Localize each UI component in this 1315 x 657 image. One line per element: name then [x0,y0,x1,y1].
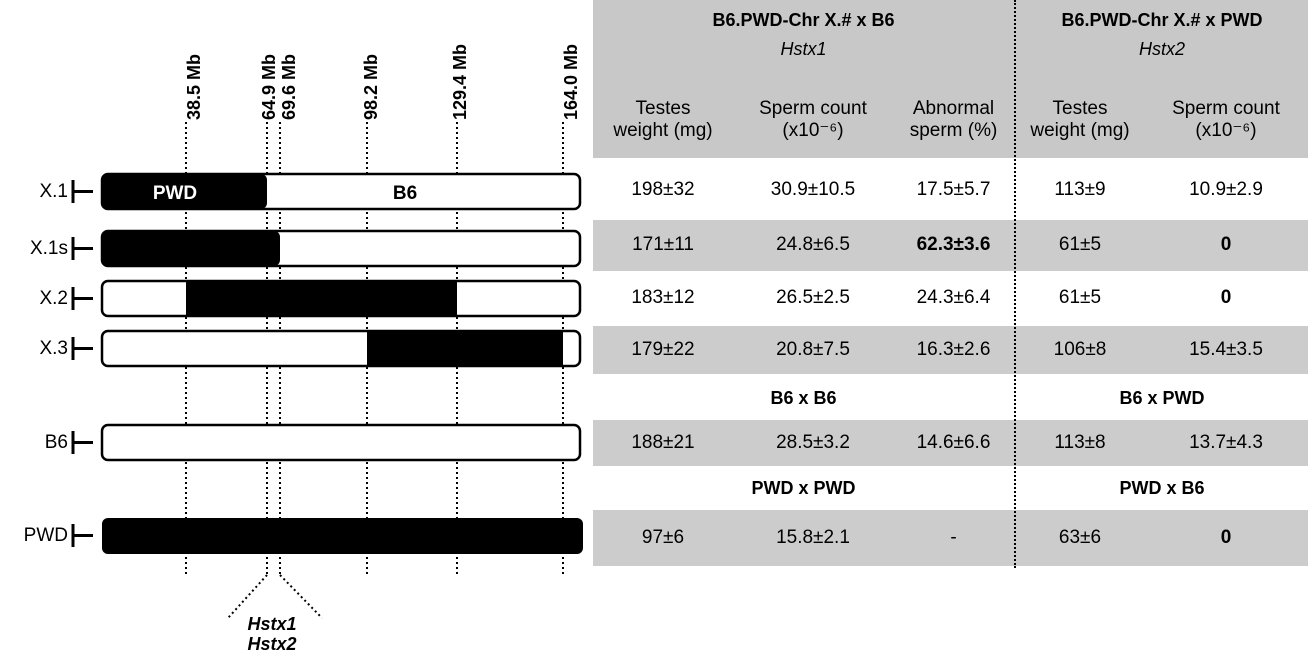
column-header: Sperm count (x10⁻⁶) [1144,86,1308,154]
table-cell: 15.8±2.1 [776,526,850,548]
column-header-line: Testes [635,97,691,119]
column-header-line: Testes [1052,97,1108,119]
table-cell: 16.3±2.6 [916,338,991,360]
strain-label: PWD [24,525,68,546]
strain-label: X.1 [39,181,68,202]
column-header-line: (x10⁻⁶) [1195,120,1257,141]
column-header-line: Abnormal [912,97,995,119]
table-cell: 15.4±3.5 [1189,338,1263,360]
gene-pointer-line [227,574,268,619]
table-cell: 24.3±6.4 [916,286,991,308]
table-cell: 63±6 [1058,526,1102,548]
chromosome-bar-b6 [100,423,582,462]
table-cell: 28.5±3.2 [776,431,850,453]
marker-label: 164.0 Mb [561,44,581,120]
chromosome-map: 38.5 Mb 64.9 Mb 69.6 Mb 98.2 Mb 129.4 Mb… [24,44,583,654]
marker-label: 98.2 Mb [361,54,381,120]
table-cell: 97±6 [641,526,685,548]
table-cell: 62.3±3.6 [916,234,991,256]
column-header-line: (x10⁻⁶) [782,120,844,141]
table-header [593,0,1308,158]
table-cell: 198±32 [631,178,695,200]
centromere-cap [71,337,93,360]
row-band [593,220,1308,271]
strain-label: B6 [45,432,68,453]
control-cross-title: B6 x PWD [1119,388,1205,409]
b6-bar-label: B6 [393,183,417,204]
table-cell: 179±22 [631,338,695,360]
gene-pointer-line [279,574,323,619]
table-cell: 106±8 [1053,338,1107,360]
marker-label: 129.4 Mb [450,44,470,120]
column-header-line: weight (mg) [613,120,713,141]
pwd-segment [367,331,563,366]
table-cell: 20.8±7.5 [776,338,850,360]
control-cross-title: PWD x PWD [751,478,856,499]
control-cross-title: PWD x B6 [1119,478,1205,499]
table-cell: 188±21 [631,431,695,453]
table-cell: 30.9±10.5 [770,178,856,200]
table-cell: 24.8±6.5 [776,234,850,256]
table-cell: 13.7±4.3 [1189,431,1263,453]
column-header-line: weight (mg) [1030,120,1130,141]
centromere-cap [71,524,93,547]
centromere-cap [71,237,93,260]
strain-label: X.2 [39,288,68,309]
row-band [593,420,1308,466]
marker-label: 69.6 Mb [279,54,299,120]
group-separator [1014,0,1016,568]
column-header-line: Sperm count [1172,97,1280,119]
control-cross-title: B6 x B6 [770,388,837,409]
table-cell: 183±12 [631,286,695,308]
centromere-cap [71,180,93,203]
strain-label: X.1s [30,238,68,259]
table-cell: 61±5 [1058,286,1102,308]
group-gene: Hstx2 [1138,39,1185,60]
column-header: Testes weight (mg) [1016,86,1144,154]
table-cell: 14.6±6.6 [916,431,991,453]
table-cell: 0 [1220,234,1232,256]
phenotype-table: B6.PWD-Chr X.# x B6 Hstx1 B6.PWD-Chr X.#… [593,0,1308,657]
strain-label: X.3 [39,338,68,359]
marker-label: 64.9 Mb [259,54,279,120]
column-header: Testes weight (mg) [593,86,733,154]
row-band [593,510,1308,566]
pwd-bar-label: PWD [153,183,197,204]
pwd-segment [102,174,267,209]
pwd-segment [102,231,280,266]
table-cell: 17.5±5.7 [916,178,991,200]
centromere-cap [71,431,93,454]
gene-label: Hstx1 [247,614,296,634]
row-band [593,326,1308,374]
column-header-line: sperm (%) [909,120,998,141]
chromosome-bar-pwd [102,518,583,554]
table-cell: 113±8 [1054,431,1106,453]
marker-label: 38.5 Mb [184,54,204,120]
column-header: Sperm count (x10⁻⁶) [733,86,893,154]
table-cell: 26.5±2.5 [776,286,850,308]
table-cell: 171±11 [632,234,694,256]
column-header: Abnormal sperm (%) [893,86,1014,154]
table-cell: 61±5 [1058,234,1102,256]
column-header-line: Sperm count [759,97,867,119]
table-cell: 10.9±2.9 [1189,178,1263,200]
centromere-cap [71,287,93,310]
gene-label: Hstx2 [247,634,296,654]
group-title: B6.PWD-Chr X.# x B6 [712,10,895,31]
table-cell: 113±9 [1054,178,1106,200]
table-cell: 0 [1220,286,1232,308]
table-cell: - [950,526,957,548]
group-gene: Hstx1 [780,39,827,60]
table-cell: 0 [1220,526,1232,548]
pwd-segment [186,281,457,316]
group-title: B6.PWD-Chr X.# x PWD [1061,10,1263,31]
